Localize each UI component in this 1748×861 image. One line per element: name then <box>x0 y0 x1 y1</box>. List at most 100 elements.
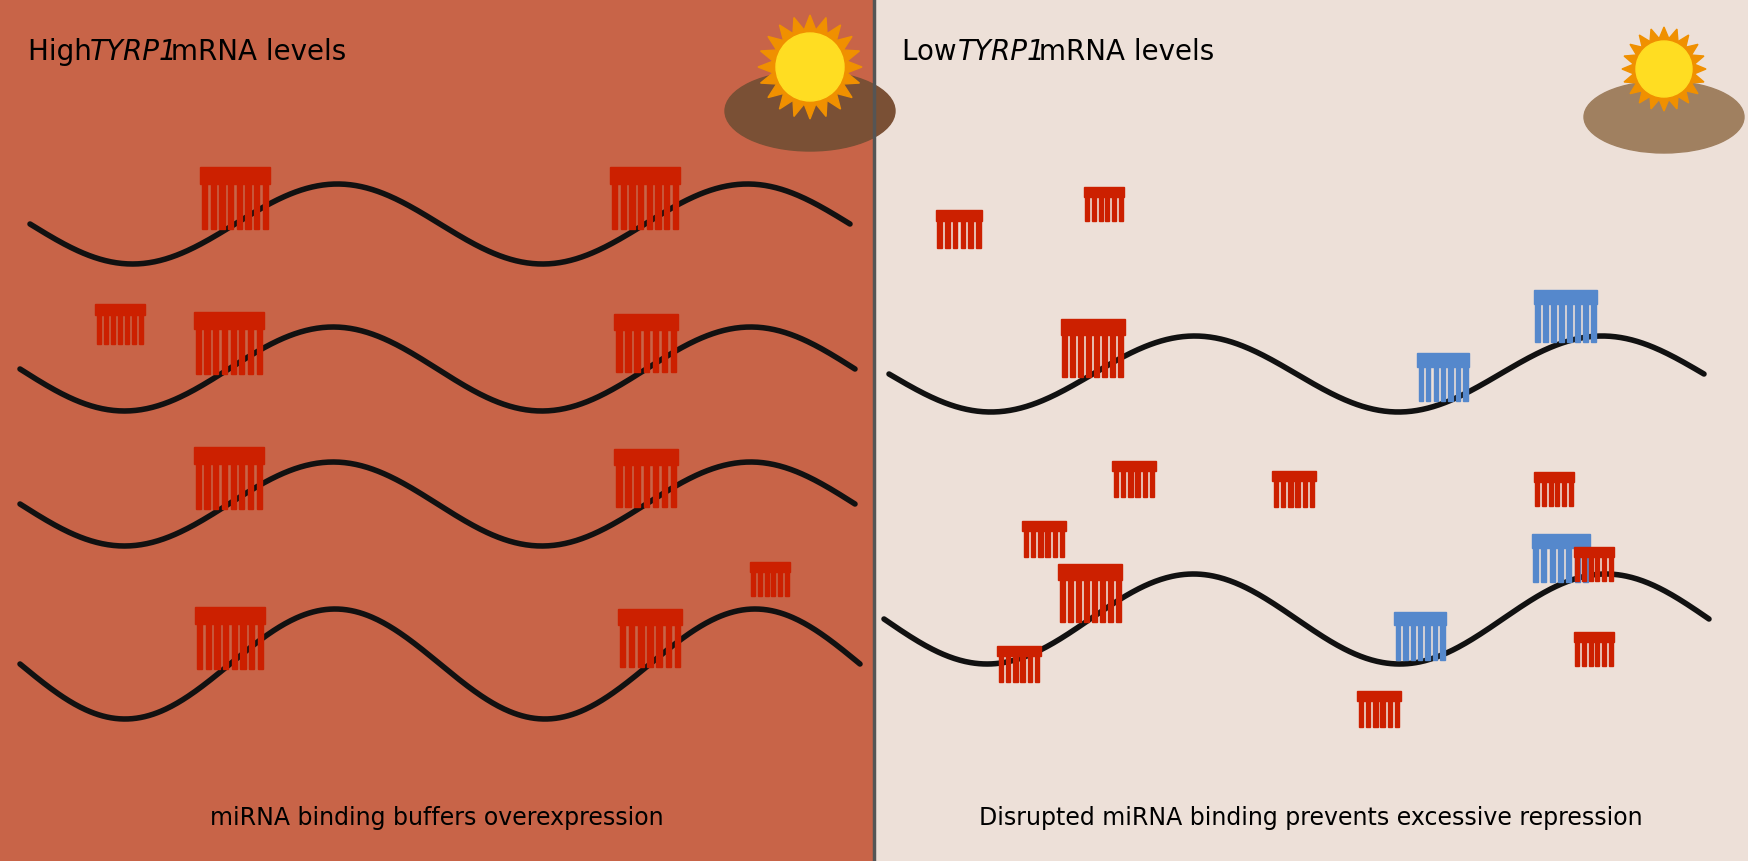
Bar <box>1108 580 1112 623</box>
Text: High: High <box>28 38 101 66</box>
Bar <box>1143 472 1147 498</box>
Bar <box>1575 641 1578 666</box>
Bar <box>1395 701 1400 728</box>
Bar <box>1058 565 1122 580</box>
Bar <box>643 466 649 507</box>
Bar <box>1045 531 1051 557</box>
Bar <box>222 330 227 375</box>
Bar <box>1014 656 1017 682</box>
Bar <box>239 465 245 510</box>
Bar <box>1273 472 1316 481</box>
Bar <box>968 221 974 249</box>
Bar <box>1388 701 1391 728</box>
Bar <box>1084 580 1089 623</box>
Bar <box>196 465 201 510</box>
Bar <box>1092 197 1096 221</box>
Bar <box>1063 336 1068 377</box>
Bar <box>213 330 218 375</box>
Bar <box>231 465 236 510</box>
Bar <box>1584 548 1587 583</box>
Bar <box>1418 625 1423 660</box>
Bar <box>1127 472 1133 498</box>
Bar <box>1570 482 1573 506</box>
Bar <box>1582 557 1585 581</box>
Bar <box>212 185 215 230</box>
Bar <box>647 185 652 230</box>
Bar <box>1028 656 1031 682</box>
Bar <box>96 316 101 345</box>
Bar <box>110 316 115 345</box>
Bar <box>0 0 874 861</box>
Bar <box>1395 625 1400 660</box>
Bar <box>629 626 635 667</box>
Text: mRNA levels: mRNA levels <box>1030 38 1215 66</box>
Bar <box>1411 625 1414 660</box>
Bar <box>224 624 229 669</box>
Bar <box>752 572 755 596</box>
Bar <box>1596 641 1599 666</box>
Bar <box>250 624 253 669</box>
Bar <box>1059 580 1065 623</box>
Bar <box>1575 548 1580 583</box>
Bar <box>635 331 640 372</box>
Bar <box>1596 557 1599 581</box>
Bar <box>205 465 210 510</box>
Bar <box>1608 641 1613 666</box>
Text: TYRP1: TYRP1 <box>89 38 178 66</box>
Bar <box>222 465 227 510</box>
Bar <box>1112 461 1155 472</box>
Bar <box>1533 473 1575 482</box>
Bar <box>1119 336 1122 377</box>
Bar <box>1309 481 1314 507</box>
Bar <box>1094 336 1099 377</box>
Bar <box>621 626 626 667</box>
Bar <box>194 313 264 330</box>
Bar <box>946 221 949 249</box>
Bar <box>750 562 790 572</box>
Bar <box>638 185 643 230</box>
Bar <box>1021 656 1024 682</box>
Bar <box>1419 368 1423 402</box>
Bar <box>643 331 649 372</box>
Bar <box>215 624 220 669</box>
Bar <box>671 331 676 372</box>
Bar <box>194 447 264 465</box>
Bar <box>1302 481 1308 507</box>
Bar <box>664 185 669 230</box>
Bar <box>1024 531 1028 557</box>
Bar <box>1440 368 1446 402</box>
Bar <box>764 572 769 596</box>
Bar <box>1038 531 1042 557</box>
Bar <box>675 626 680 667</box>
Bar <box>652 466 657 507</box>
Bar <box>626 331 631 372</box>
Bar <box>652 331 657 372</box>
Bar <box>998 656 1003 682</box>
Bar <box>262 185 267 230</box>
Bar <box>201 168 269 185</box>
Bar <box>1052 531 1058 557</box>
Text: TYRP1: TYRP1 <box>958 38 1045 66</box>
Bar <box>1005 656 1010 682</box>
Bar <box>1112 197 1117 221</box>
Bar <box>621 185 626 230</box>
Bar <box>1119 197 1122 221</box>
Bar <box>1573 548 1615 557</box>
Text: Disrupted miRNA binding prevents excessive repression: Disrupted miRNA binding prevents excessi… <box>979 805 1643 829</box>
Bar <box>1584 305 1587 343</box>
Bar <box>1092 580 1096 623</box>
Bar <box>220 185 224 230</box>
Bar <box>1543 305 1547 343</box>
Bar <box>1426 368 1430 402</box>
Bar <box>1374 701 1377 728</box>
Bar <box>635 466 640 507</box>
Bar <box>257 330 262 375</box>
Bar <box>1589 641 1592 666</box>
Bar <box>610 168 680 185</box>
Polygon shape <box>759 16 862 120</box>
Bar <box>1068 580 1073 623</box>
Bar <box>1463 368 1468 402</box>
Bar <box>614 449 678 466</box>
Bar <box>245 185 250 230</box>
Bar <box>1433 368 1439 402</box>
